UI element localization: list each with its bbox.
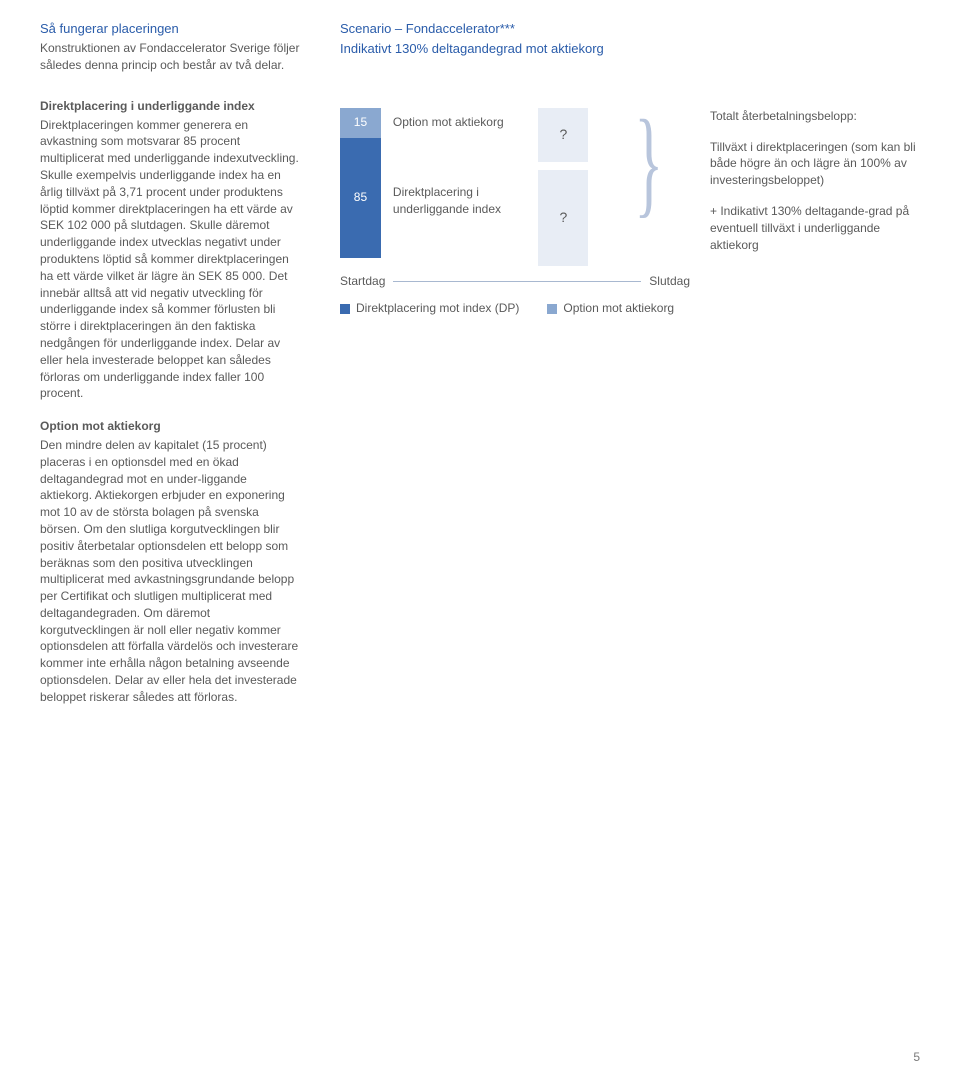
scenario-line1: Scenario – Fondaccelerator*** xyxy=(340,20,920,38)
bar-segment-direkt: 85 xyxy=(340,138,381,258)
axis: Startdag Slutdag xyxy=(340,273,690,290)
legend-item-1: Direktplacering mot index (DP) xyxy=(340,300,519,317)
s2-heading: Option mot aktiekorg xyxy=(40,418,300,435)
outcome-box-bottom: ? xyxy=(538,170,588,266)
legend-item-2: Option mot aktiekorg xyxy=(547,300,674,317)
legend-label-1: Direktplacering mot index (DP) xyxy=(356,300,519,317)
scenario-line2: Indikativt 130% deltagandegrad mot aktie… xyxy=(340,40,920,58)
outcome-box-top: ? xyxy=(538,108,588,162)
bar-label-option: Option mot aktiekorg xyxy=(393,114,508,144)
section-heading: Så fungerar placeringen xyxy=(40,20,300,38)
outcome-p3: + Indikativt 130% deltagande-grad på eve… xyxy=(710,203,920,253)
stacked-bar-chart: 15 85 Option mot aktiekorg Direktplaceri… xyxy=(340,108,508,258)
page-number: 5 xyxy=(913,1049,920,1066)
outcome-p2: Tillväxt i direktplaceringen (som kan bl… xyxy=(710,139,920,189)
legend-swatch-1 xyxy=(340,304,350,314)
brace: } xyxy=(618,108,680,216)
legend-label-2: Option mot aktiekorg xyxy=(563,300,674,317)
legend: Direktplacering mot index (DP) Option mo… xyxy=(340,300,920,317)
outcome-p1: Totalt återbetalningsbelopp: xyxy=(710,108,920,125)
s2-body: Den mindre delen av kapitalet (15 procen… xyxy=(40,438,298,704)
bar-label-direkt: Direktplacering i underliggande index xyxy=(393,184,508,218)
bar-segment-option: 15 xyxy=(340,108,381,138)
outcome-text: Totalt återbetalningsbelopp: Tillväxt i … xyxy=(710,108,920,268)
outcome-boxes: ? ? xyxy=(538,108,588,266)
s1-body: Direktplaceringen kommer generera en avk… xyxy=(40,118,299,401)
axis-start: Startdag xyxy=(340,273,385,290)
intro-body: Konstruktionen av Fondaccelerator Sverig… xyxy=(40,40,300,74)
legend-swatch-2 xyxy=(547,304,557,314)
s1-heading: Direktplacering i underliggande index xyxy=(40,98,300,115)
axis-end: Slutdag xyxy=(649,273,690,290)
